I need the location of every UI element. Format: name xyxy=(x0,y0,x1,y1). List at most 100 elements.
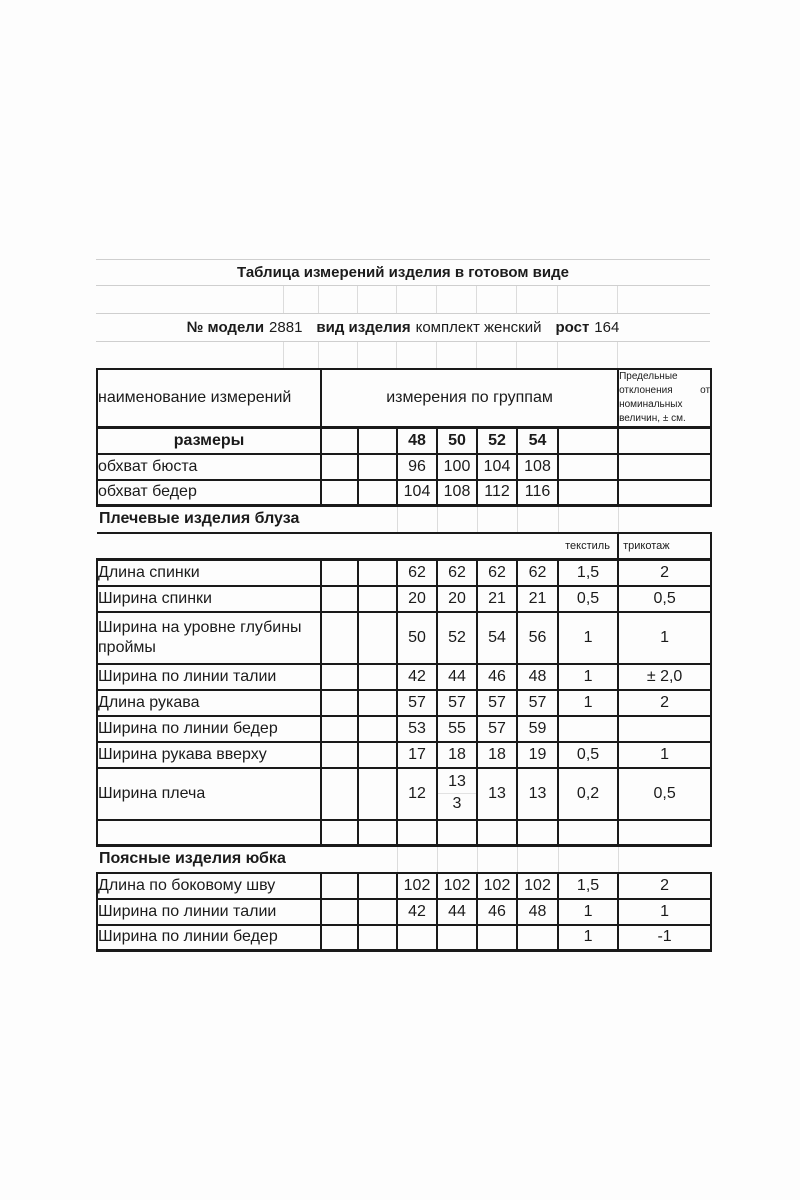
empty-cell xyxy=(320,740,359,769)
empty-cell xyxy=(320,452,359,481)
model-line: № модели 2881 вид изделия комплект женский… xyxy=(96,313,710,342)
measurement-name: Длина по боковому шву xyxy=(96,871,322,900)
empty-cell xyxy=(320,426,359,455)
header-groups: измерения по группам xyxy=(319,368,620,429)
table-row: Длина по боковому шву 102 102 102 102 1,… xyxy=(96,871,713,900)
header-measurement-names: наименование измерений xyxy=(96,368,322,429)
height-label: рост xyxy=(555,319,590,336)
measurement-value: 57 xyxy=(436,688,478,717)
item-type-label: вид изделия xyxy=(316,319,411,336)
measurement-value: 55 xyxy=(436,714,478,743)
measurement-name: Длина рукава xyxy=(96,688,322,717)
empty-cell xyxy=(320,558,359,587)
item-type-value: комплект женский xyxy=(415,319,542,336)
textile-tolerance: 0,2 xyxy=(556,766,620,821)
knit-tolerance: ± 2,0 xyxy=(617,662,713,691)
table-row: Ширина рукава вверху 17 18 18 19 0,5 1 xyxy=(96,740,713,769)
sizes-label: размеры xyxy=(96,426,322,455)
measurement-name: обхват бюста xyxy=(96,452,322,481)
measurement-value: 57 xyxy=(396,688,438,717)
empty-cell xyxy=(357,662,398,691)
measurement-sheet: Таблица измерений изделия в готовом виде… xyxy=(96,259,713,952)
measurement-value: 112 xyxy=(476,478,518,507)
knit-tolerance: 0,5 xyxy=(617,584,713,613)
measurement-value: 44 xyxy=(436,662,478,691)
measurement-value: 102 xyxy=(436,871,478,900)
table-row: Ширина по линии бедер 1 -1 xyxy=(96,923,713,952)
empty-cell xyxy=(617,818,713,847)
height-value: 164 xyxy=(594,319,620,336)
table-row: Длина спинки 62 62 62 62 1,5 2 xyxy=(96,558,713,587)
empty-cell xyxy=(320,871,359,900)
empty-cell xyxy=(357,584,398,613)
section-title: Плечевые изделия блуза xyxy=(97,505,712,534)
knit-tolerance: 2 xyxy=(617,558,713,587)
model-number: 2881 xyxy=(269,319,303,336)
measurement-value: 102 xyxy=(396,871,438,900)
measurement-name: Ширина по линии талии xyxy=(96,662,322,691)
measurement-value: 62 xyxy=(436,558,478,587)
measurement-value: 21 xyxy=(516,584,559,613)
empty-cell xyxy=(357,558,398,587)
empty-cell xyxy=(357,818,398,847)
textile-tolerance: 0,5 xyxy=(556,584,620,613)
empty-cell xyxy=(320,766,359,821)
measurement-value: 20 xyxy=(436,584,478,613)
table-row: Ширина спинки 20 20 21 21 0,5 0,5 xyxy=(96,584,713,613)
knit-tolerance: 0,5 xyxy=(617,766,713,821)
knit-tolerance: 2 xyxy=(617,871,713,900)
measurement-value: 50 xyxy=(396,610,438,665)
textile-tolerance: 1 xyxy=(556,662,620,691)
table-row: Ширина по линии талии 42 44 46 48 1 1 xyxy=(96,897,713,926)
empty-cell xyxy=(357,740,398,769)
spacer-row xyxy=(96,342,710,368)
measurement-value: 100 xyxy=(436,452,478,481)
empty-cell xyxy=(320,662,359,691)
measurement-value xyxy=(396,923,438,952)
empty-cell xyxy=(96,818,322,847)
wrapped-value-bottom: 3 xyxy=(439,793,475,815)
section-header-skirt: Поясные изделия юбка xyxy=(97,845,712,874)
empty-cell xyxy=(357,478,398,507)
empty-cell xyxy=(357,871,398,900)
textile-tolerance: 1,5 xyxy=(556,871,620,900)
page-title: Таблица измерений изделия в готовом виде xyxy=(96,259,710,286)
measurement-name: обхват бедер xyxy=(96,478,322,507)
size-value: 50 xyxy=(436,426,478,455)
textile-tolerance: 1 xyxy=(556,923,620,952)
empty-cell xyxy=(357,426,398,455)
size-value: 52 xyxy=(476,426,518,455)
empty-cell xyxy=(320,714,359,743)
measurement-value: 104 xyxy=(396,478,438,507)
empty-cell xyxy=(320,478,359,507)
measurement-value: 56 xyxy=(516,610,559,665)
measurement-value: 57 xyxy=(516,688,559,717)
table-row: Ширина по линии талии 42 44 46 48 1 ± 2,… xyxy=(96,662,713,691)
knit-header: трикотаж xyxy=(618,532,713,560)
measurement-value: 108 xyxy=(436,478,478,507)
empty-cell xyxy=(357,766,398,821)
measurement-value: 19 xyxy=(516,740,559,769)
empty-cell xyxy=(556,478,620,507)
empty-cell xyxy=(436,818,478,847)
measurement-value: 48 xyxy=(516,662,559,691)
header-tolerance: Предельные отклонения от номинальных вел… xyxy=(617,368,713,429)
empty-cell xyxy=(476,818,518,847)
empty-cell xyxy=(617,426,713,455)
measurement-value: 44 xyxy=(436,897,478,926)
section-title: Поясные изделия юбка xyxy=(97,845,712,874)
measurement-value: 104 xyxy=(476,452,518,481)
empty-cell xyxy=(516,818,559,847)
measurement-value: 54 xyxy=(476,610,518,665)
empty-cell xyxy=(320,818,359,847)
measurement-value: 46 xyxy=(476,897,518,926)
measurement-value: 59 xyxy=(516,714,559,743)
empty-cell xyxy=(556,426,620,455)
measurement-name: Ширина на уровне глубины проймы xyxy=(96,610,322,665)
empty-cell xyxy=(556,818,620,847)
textile-tolerance xyxy=(556,714,620,743)
measurement-name: Ширина плеча xyxy=(96,766,322,821)
knit-tolerance: 1 xyxy=(617,740,713,769)
measurement-value: 62 xyxy=(476,558,518,587)
measurement-value: 108 xyxy=(516,452,559,481)
